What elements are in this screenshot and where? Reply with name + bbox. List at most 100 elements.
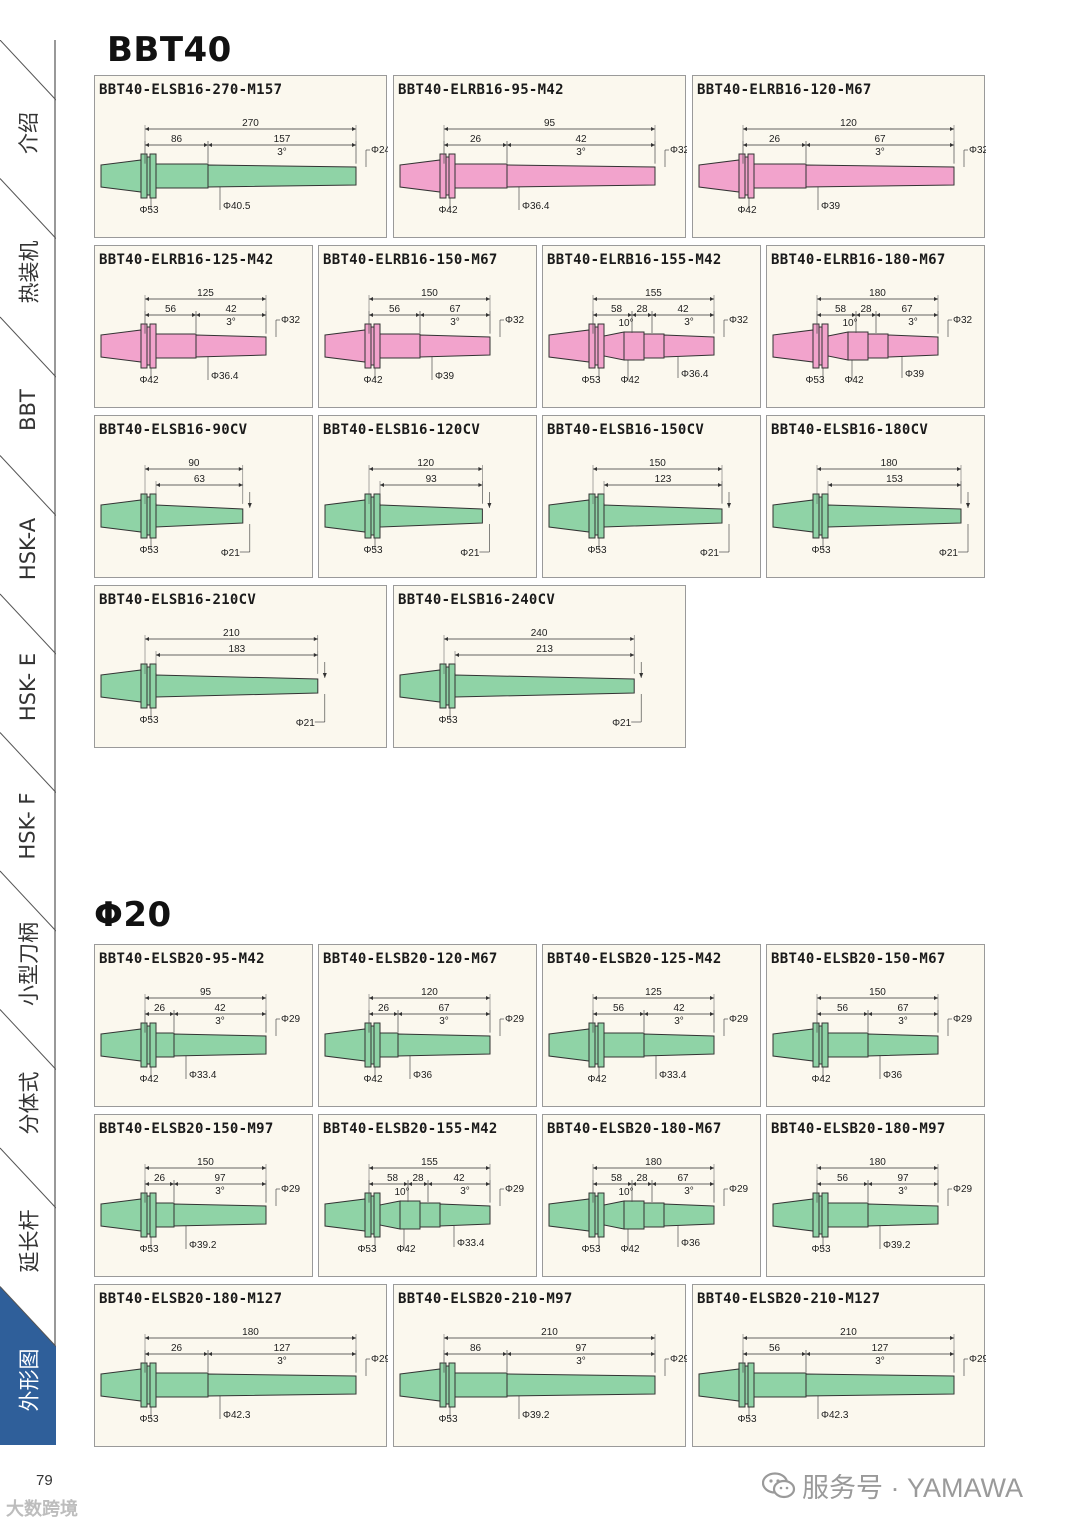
- dim-angle: 3°: [875, 147, 885, 158]
- dim-total: 120: [417, 458, 434, 469]
- dim-flange-diameter: Φ42: [139, 1074, 159, 1085]
- dim-b: 97: [575, 1343, 587, 1354]
- tool-holder-drawing: [324, 493, 483, 539]
- model-number: BBT40-ELSB20-150-M97: [99, 1121, 274, 1137]
- dimensions: 150 56 67 3° Φ29 Φ42 Φ36: [811, 987, 972, 1085]
- drawing-card: 95 26 42 3° Φ32 Φ42 Φ36.4 BBT40-ELRB16-95-M42: [393, 75, 687, 238]
- tool-holder-drawing: [324, 1192, 491, 1238]
- tool-drawing: 180 58 28 67 10° 3° Φ29 Φ53 Φ42 Φ36: [548, 1157, 749, 1255]
- dimensions: 180 56 97 3° Φ29 Φ53 Φ39.2: [811, 1157, 972, 1255]
- tool-holder-drawing: [698, 153, 955, 199]
- tool-holder-drawing: [100, 493, 244, 539]
- model-number: BBT40-ELSB16-210CV: [99, 592, 257, 608]
- dim-flange-diameter: Φ42: [363, 375, 383, 386]
- dim-tip-diameter: Φ32: [281, 315, 301, 326]
- tool-holder-drawing: [100, 663, 319, 709]
- sidebar-item-2[interactable]: BBT: [0, 351, 56, 470]
- dim-angle: 3°: [684, 317, 694, 328]
- dim-tip-diameter: Φ21: [221, 548, 241, 559]
- dim-flange-diameter: Φ53: [357, 1244, 377, 1255]
- tool-drawing: 125 56 42 3° Φ29 Φ42 Φ33.4: [548, 987, 749, 1085]
- sidebar-item-label: 小型刀柄: [17, 922, 41, 1007]
- dim-flange-diameter: Φ53: [139, 545, 159, 556]
- dim-total: 180: [881, 458, 898, 469]
- dim-body-diameter: Φ36.4: [522, 201, 550, 212]
- dim-flange-diameter: Φ53: [438, 1414, 458, 1425]
- model-number: BBT40-ELSB20-210-M97: [398, 1291, 573, 1307]
- dimensions: 155 58 28 42 10° 3° Φ29 Φ53 Φ42 Φ33.4: [357, 1157, 524, 1255]
- tool-drawing: 180 58 28 67 10° 3° Φ32 Φ53 Φ42 Φ39: [772, 288, 973, 386]
- sidebar-item-3[interactable]: HSK-A: [0, 490, 56, 609]
- dim-angle: 3°: [277, 1356, 287, 1367]
- dim-angle: 3°: [439, 1016, 449, 1027]
- drawing-card: 120 26 67 3° Φ29 Φ42 Φ36 BBT40-ELSB20-120-M67: [318, 944, 537, 1107]
- sidebar-item-7[interactable]: 分体式: [0, 1044, 56, 1163]
- dim-tip-diameter: Φ29: [953, 1184, 973, 1195]
- dimensions: 210 56 127 3° Φ29 Φ53 Φ42.3: [737, 1327, 986, 1425]
- sidebar-item-6[interactable]: 小型刀柄: [0, 905, 56, 1024]
- dim-a: 58: [611, 1173, 623, 1184]
- tool-drawing: 150 56 67 3° Φ32 Φ42 Φ39: [324, 288, 525, 386]
- sidebar-item-9[interactable]: 外形图: [0, 1321, 56, 1440]
- dim-body-diameter: Φ33.4: [659, 1070, 687, 1081]
- model-number: BBT40-ELSB20-155-M42: [323, 1121, 498, 1137]
- dim-tip-diameter: Φ29: [953, 1014, 973, 1025]
- dim-flange-diameter: Φ53: [363, 545, 383, 556]
- dim-total: 150: [421, 288, 438, 299]
- dim-body-diameter: Φ36.4: [211, 371, 239, 382]
- dim-tip-diameter: Φ29: [729, 1014, 749, 1025]
- dim-body-diameter: Φ39: [905, 369, 925, 380]
- tool-drawing: 120 26 67 3° Φ29 Φ42 Φ36: [324, 987, 525, 1085]
- dim-second-diameter: Φ42: [620, 1244, 640, 1255]
- dim-total: 180: [869, 1157, 886, 1168]
- tool-holder-drawing: [772, 1192, 939, 1238]
- sidebar-item-0[interactable]: 介绍: [0, 74, 56, 193]
- dim-a: 56: [837, 1003, 849, 1014]
- dimensions: 155 58 28 42 10° 3° Φ32 Φ53 Φ42 Φ36.4: [581, 288, 748, 386]
- drawing-card: 150 26 97 3° Φ29 Φ53 Φ39.2 BBT40-ELSB20-150-M97: [94, 1114, 313, 1277]
- tool-holder-drawing: [324, 1022, 491, 1068]
- dimensions: 150 123 Φ21 Φ53: [587, 458, 731, 559]
- dim-b: 67: [449, 304, 461, 315]
- dim-body-diameter: Φ33.4: [189, 1070, 217, 1081]
- dim-b: 42: [673, 1003, 685, 1014]
- tool-drawing: 155 58 28 42 10° 3° Φ32 Φ53 Φ42 Φ36.4: [548, 288, 749, 386]
- dim-angle: 3°: [226, 317, 236, 328]
- dim-tip-diameter: Φ29: [281, 1014, 301, 1025]
- sidebar-item-8[interactable]: 延长杆: [0, 1182, 56, 1301]
- dim-total: 150: [197, 1157, 214, 1168]
- drawing-card: 210 183 Φ21 Φ53 BBT40-ELSB16-210CV: [94, 585, 387, 748]
- tool-holder-drawing: [100, 153, 357, 199]
- side-navigation: 介绍热装机 BBT HSK-A HSK- E HSK- F 小型刀柄分体式延长杆外形图: [0, 40, 56, 1445]
- dimensions: 240 213 Φ21 Φ53: [438, 628, 644, 729]
- dim-body-diameter: Φ36: [413, 1070, 433, 1081]
- tool-drawing: 180 56 97 3° Φ29 Φ53 Φ39.2: [772, 1157, 973, 1255]
- sidebar-item-4[interactable]: HSK- E: [0, 628, 56, 747]
- drawing-card: 180 58 28 67 10° 3° Φ29 Φ53 Φ42 Φ36 BBT40-ELSB20-1…: [542, 1114, 761, 1277]
- sidebar-item-5[interactable]: HSK- F: [0, 767, 56, 886]
- tool-holder-drawing: [399, 153, 656, 199]
- dim-tip-diameter: Φ29: [729, 1184, 749, 1195]
- sidebar-item-label: 分体式: [17, 1071, 41, 1135]
- dim-angle-10: 10°: [394, 1187, 409, 1198]
- dim-flange-diameter: Φ53: [581, 375, 601, 386]
- tool-drawing: 150 56 67 3° Φ29 Φ42 Φ36: [772, 987, 973, 1085]
- drawing-card: 120 93 Φ21 Φ53 BBT40-ELSB16-120CV: [318, 415, 537, 578]
- tool-drawing: 210 183 Φ21 Φ53: [100, 628, 327, 729]
- tool-holder-drawing: [100, 323, 267, 369]
- dim-b: 127: [274, 1343, 291, 1354]
- dim-b: 42: [575, 134, 587, 145]
- model-number: BBT40-ELSB16-180CV: [771, 422, 929, 438]
- model-number: BBT40-ELSB20-180-M67: [547, 1121, 722, 1137]
- tool-drawing: 150 26 97 3° Φ29 Φ53 Φ39.2: [100, 1157, 301, 1255]
- tool-holder-drawing: [772, 493, 962, 539]
- sidebar-item-1[interactable]: 热装机: [0, 213, 56, 332]
- dim-total: 90: [188, 458, 200, 469]
- dim-a: 56: [769, 1343, 781, 1354]
- dim-b: 67: [874, 134, 886, 145]
- dim-b: 42: [453, 1173, 465, 1184]
- dim-total: 210: [840, 1327, 857, 1338]
- model-number: BBT40-ELSB16-150CV: [547, 422, 705, 438]
- dimensions: 90 63 Φ21 Φ53: [139, 458, 252, 559]
- model-number: BBT40-ELSB20-180-M97: [771, 1121, 946, 1137]
